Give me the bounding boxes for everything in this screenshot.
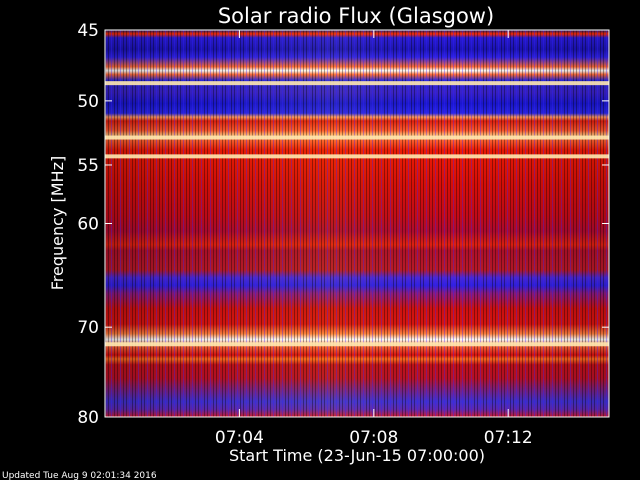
bright-band: [105, 342, 609, 347]
footer-updated-text: Updated Tue Aug 9 02:01:34 2016: [2, 471, 157, 480]
y-tick-label: 80: [77, 408, 99, 428]
x-tick-label: 07:08: [349, 428, 398, 448]
y-tick-label: 70: [77, 318, 99, 338]
y-axis-label: Frequency [MHz]: [48, 156, 67, 290]
chart-title: Solar radio Flux (Glasgow): [218, 4, 494, 28]
bright-band: [105, 81, 609, 86]
bright-band: [105, 154, 609, 159]
x-axis: 07:04 07:08 07:12: [215, 30, 533, 448]
spectrogram-vertical-streaks: [105, 30, 609, 417]
y-tick-label: 60: [77, 215, 99, 235]
y-axis: 45 50 55 60 70 80: [77, 21, 609, 428]
x-axis-label: Start Time (23-Jun-15 07:00:00): [229, 446, 485, 465]
y-tick-label: 45: [77, 21, 99, 41]
x-tick-label: 07:04: [215, 428, 264, 448]
bright-band: [105, 135, 609, 140]
y-tick-label: 50: [77, 92, 99, 112]
x-tick-label: 07:12: [484, 428, 533, 448]
y-tick-label: 55: [77, 156, 99, 176]
plot-area: [104, 29, 610, 418]
